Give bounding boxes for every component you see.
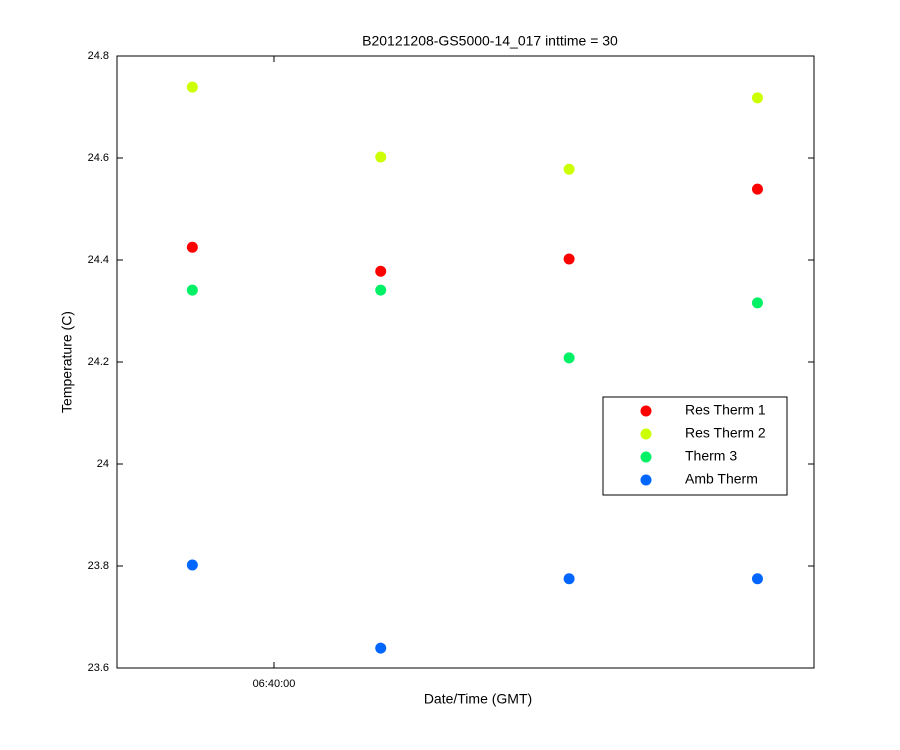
y-tick-label: 23.6 [88, 662, 109, 674]
x-axis-label: Date/Time (GMT) [424, 691, 532, 707]
point [563, 352, 575, 364]
point [751, 297, 763, 309]
y-tick-label: 24.2 [88, 356, 109, 368]
y-tick-label: 24 [97, 458, 109, 470]
legend-marker [640, 428, 652, 440]
y-tick-label: 24.4 [88, 254, 109, 266]
point [751, 183, 763, 195]
point [751, 573, 763, 585]
legend-label: Res Therm 2 [685, 425, 766, 441]
point [186, 284, 198, 296]
point [563, 253, 575, 265]
point [375, 642, 387, 654]
point [186, 559, 198, 571]
legend-label: Therm 3 [685, 448, 737, 464]
point [563, 573, 575, 585]
point [375, 265, 387, 277]
plot-area [116, 55, 815, 669]
legend-marker [640, 451, 652, 463]
y-axis-label: Temperature (C) [59, 311, 75, 413]
legend-box [602, 396, 788, 496]
point [375, 151, 387, 163]
y-tick-label: 24.8 [88, 50, 109, 62]
legend-label: Res Therm 1 [685, 402, 766, 418]
point [751, 92, 763, 104]
legend-marker [640, 405, 652, 417]
point [186, 241, 198, 253]
point [186, 81, 198, 93]
chart-title: B20121208-GS5000-14_017 inttime = 30 [362, 33, 618, 49]
legend-marker [640, 474, 652, 486]
y-tick-label: 24.6 [88, 152, 109, 164]
point [375, 284, 387, 296]
legend-label: Amb Therm [685, 471, 758, 487]
y-tick-label: 23.8 [88, 560, 109, 572]
point [563, 163, 575, 175]
x-tick-label: 06:40:00 [253, 678, 296, 690]
